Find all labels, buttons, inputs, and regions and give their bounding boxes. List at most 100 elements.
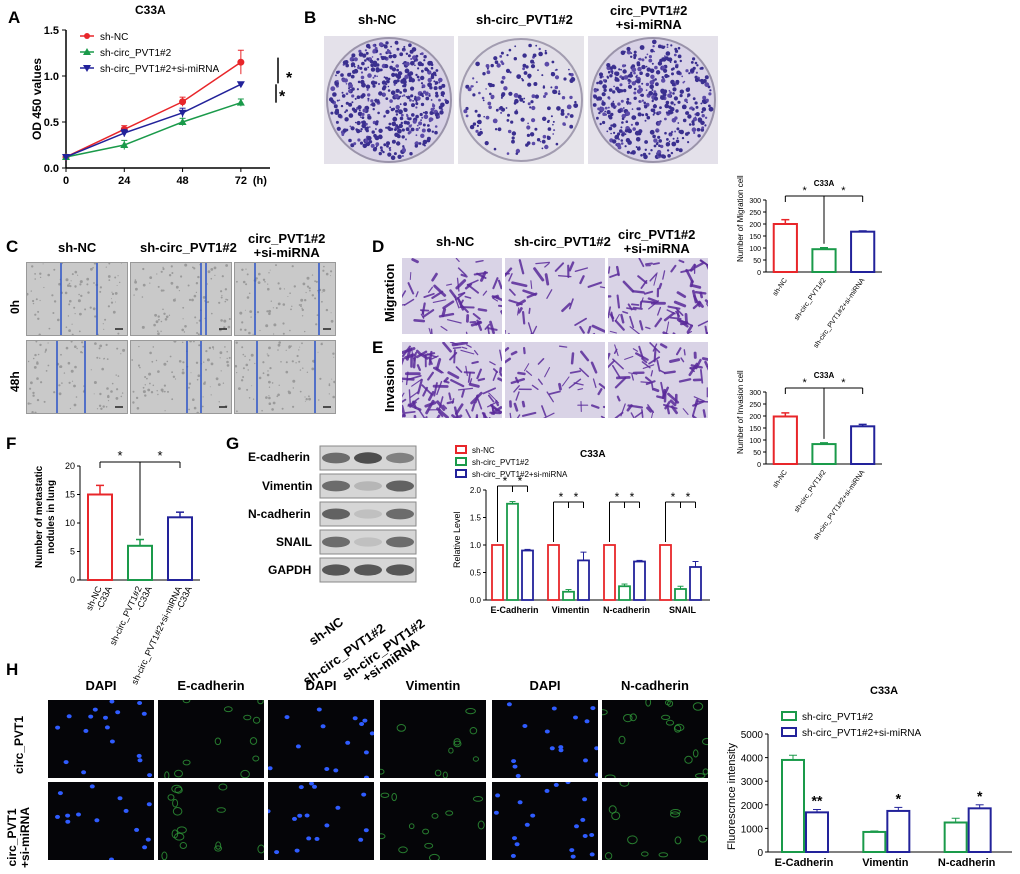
cell-speck xyxy=(47,273,50,277)
cell-speck xyxy=(322,288,326,292)
nucleus xyxy=(103,715,108,720)
cell-speck xyxy=(153,323,156,327)
colony-dot xyxy=(633,71,636,75)
colony-dot xyxy=(676,127,680,131)
colony-dot xyxy=(357,111,363,117)
cell-speck xyxy=(182,368,184,371)
colony-dot xyxy=(547,106,551,111)
x-tick-label: E-Cadherin xyxy=(490,605,538,615)
stained-cell xyxy=(683,349,686,356)
colony-dot xyxy=(415,100,418,103)
colony-dot xyxy=(541,139,546,144)
colony-dot xyxy=(334,81,339,87)
panel-b-header-2: sh-circ_PVT1#2 xyxy=(476,12,573,27)
colony-dot xyxy=(562,122,566,126)
cell-speck xyxy=(65,326,68,328)
stained-cell xyxy=(629,315,635,329)
stained-cell xyxy=(653,272,658,286)
stained-cell xyxy=(690,284,702,289)
stained-cell xyxy=(465,708,476,715)
colony-dot xyxy=(400,79,405,84)
blot-band xyxy=(386,564,414,576)
stained-cell xyxy=(702,737,708,746)
colony-dot xyxy=(399,103,402,106)
cell-speck xyxy=(283,288,285,290)
cell-speck xyxy=(194,316,197,319)
sig-mark: * xyxy=(615,490,620,504)
marker-image xyxy=(602,782,708,860)
colony-dot xyxy=(546,136,551,140)
dapi-image xyxy=(48,700,154,778)
bar xyxy=(577,559,590,601)
stained-cell xyxy=(670,264,677,273)
stained-cell xyxy=(658,852,669,858)
stained-cell xyxy=(587,325,592,334)
nucleus xyxy=(369,731,374,736)
colony-dot xyxy=(345,101,349,105)
colony-dot xyxy=(427,77,432,83)
stained-cell xyxy=(489,411,501,415)
legend-swatch xyxy=(455,445,467,454)
stained-cell xyxy=(689,263,697,272)
colony-dot xyxy=(442,95,445,97)
colony-dot xyxy=(696,127,701,132)
colony-dot xyxy=(641,64,646,70)
colony-dot xyxy=(641,58,645,62)
colony-dot xyxy=(661,65,666,70)
blot-band xyxy=(386,452,414,464)
colony-dot xyxy=(704,124,707,127)
bar xyxy=(811,443,837,466)
colony-dot xyxy=(648,90,653,96)
colony-dot xyxy=(625,138,631,143)
cell-speck xyxy=(267,354,270,357)
cell-speck xyxy=(184,325,187,328)
stained-cell xyxy=(614,411,624,418)
colony-dot xyxy=(627,128,632,134)
cell-speck xyxy=(147,388,151,392)
colony-dot xyxy=(523,71,528,75)
cell-speck xyxy=(144,384,146,386)
colony-dot xyxy=(416,124,419,127)
nucleus xyxy=(582,834,588,838)
cell-speck xyxy=(99,392,102,396)
colony-dot xyxy=(399,91,402,94)
cell-speck xyxy=(262,361,265,364)
colony-dot xyxy=(347,72,352,77)
cell-speck xyxy=(149,351,152,355)
cell-speck xyxy=(214,274,216,276)
colony-dot xyxy=(522,67,525,71)
cell-speck xyxy=(293,285,296,288)
colony-dot xyxy=(401,148,406,153)
cell-speck xyxy=(292,379,296,383)
transwell-image xyxy=(402,258,502,334)
stained-cell xyxy=(669,399,677,407)
colony-dot xyxy=(396,68,399,72)
cell-speck xyxy=(238,387,241,390)
cell-speck xyxy=(246,296,250,299)
colony-dot xyxy=(496,63,501,68)
nucleus xyxy=(544,788,550,793)
cell-speck xyxy=(242,353,245,356)
colony-dot xyxy=(677,100,681,104)
cell-speck xyxy=(220,319,223,322)
cell-speck xyxy=(299,369,302,371)
blot-label-gapdh: GAPDH xyxy=(268,563,312,577)
cell-speck xyxy=(219,351,223,355)
cell-speck xyxy=(139,366,141,369)
cell-speck xyxy=(144,376,147,378)
cell-speck xyxy=(255,277,258,280)
stained-cell xyxy=(461,389,465,398)
cell-speck xyxy=(149,382,151,385)
colony-dot xyxy=(708,104,711,108)
colony-dot xyxy=(401,155,404,157)
cell-speck xyxy=(319,377,322,380)
sig-mark: * xyxy=(630,490,635,504)
stained-cell xyxy=(692,289,698,304)
colony-dot xyxy=(621,113,626,119)
colony-dot xyxy=(371,130,375,134)
colony-dot xyxy=(609,66,614,70)
stained-cell xyxy=(645,326,651,330)
cell-speck xyxy=(236,410,238,413)
colony-dot xyxy=(382,150,385,154)
colony-dot xyxy=(500,51,504,55)
